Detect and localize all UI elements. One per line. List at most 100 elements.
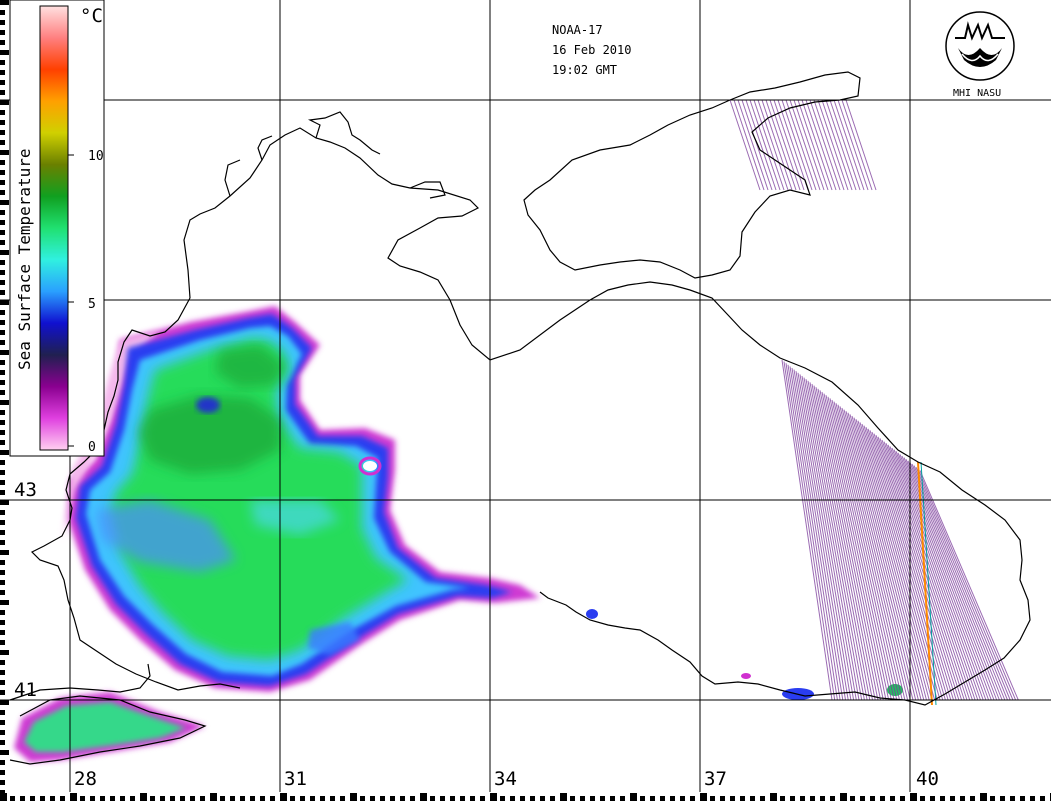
bottom-ruler-tick [390, 796, 395, 801]
swath-stripe [829, 398, 898, 701]
left-ruler-tick [0, 110, 5, 115]
left-ruler-tick [0, 620, 5, 625]
sst-dark-green-patch-2 [215, 345, 285, 388]
bottom-ruler-tick [480, 796, 485, 801]
left-ruler-tick [0, 310, 5, 315]
swath-stripe [839, 406, 911, 701]
left-ruler-tick [0, 660, 5, 665]
swath-stripe [823, 393, 890, 701]
bottom-ruler-tick [200, 796, 205, 801]
left-ruler-tick [0, 740, 5, 745]
bottom-ruler-tick [550, 796, 555, 801]
left-ruler-tick [0, 500, 9, 505]
bottom-ruler-tick [150, 796, 155, 801]
left-ruler-tick [0, 430, 5, 435]
left-ruler-tick [0, 330, 5, 335]
left-ruler-tick [0, 100, 9, 105]
left-ruler-tick [0, 280, 5, 285]
swath-stripe [879, 438, 965, 701]
swath-stripe-north [797, 99, 829, 191]
bottom-ruler-tick [580, 796, 585, 801]
swath-stripe-north [845, 99, 877, 191]
bottom-ruler-tick [610, 796, 615, 801]
bottom-ruler-tick [330, 796, 335, 801]
swath-stripe [915, 467, 1014, 701]
left-ruler-tick [0, 350, 9, 355]
left-ruler-tick [0, 0, 9, 5]
bottom-ruler-tick [50, 796, 55, 801]
swath-stripe [805, 379, 865, 701]
swath-stripe [813, 385, 876, 701]
swath-stripe [815, 387, 879, 701]
swath-stripe-north [729, 99, 761, 191]
swath-stripe [843, 409, 917, 701]
left-ruler-tick [0, 320, 5, 325]
swath-stripe-north [761, 99, 793, 191]
bottom-ruler-tick [190, 796, 195, 801]
bottom-ruler-tick [740, 796, 745, 801]
swath-stripe [889, 446, 979, 701]
left-ruler-tick [0, 360, 5, 365]
left-ruler-tick [0, 680, 5, 685]
lat-label-43: 43 [14, 479, 37, 501]
left-ruler-tick [0, 120, 5, 125]
swath-edge-line-2 [920, 461, 937, 706]
left-ruler-tick [0, 570, 5, 575]
swath-stripe [793, 369, 849, 701]
swath-stripe [901, 455, 995, 701]
left-ruler-tick [0, 380, 5, 385]
bottom-ruler-tick [830, 796, 835, 801]
swath-stripe [841, 407, 914, 701]
left-ruler-tick [0, 530, 5, 535]
bottom-ruler-tick [730, 796, 735, 801]
swath-stripe-north [837, 99, 869, 191]
coastline-crimea-inner [409, 181, 446, 199]
bottom-ruler-tick [460, 796, 465, 801]
left-ruler-tick [0, 520, 5, 525]
left-ruler-tick [0, 130, 5, 135]
swath-stripe [851, 415, 927, 701]
swath-stripe [833, 401, 903, 701]
lon-label-37: 37 [704, 768, 727, 790]
left-ruler-tick [0, 240, 5, 245]
swath-stripe [799, 374, 857, 701]
swath-stripe [873, 433, 957, 701]
coastline-bug [224, 159, 241, 197]
left-ruler-tick [0, 780, 5, 785]
bottom-ruler-tick [220, 796, 225, 801]
bottom-ruler-tick [810, 796, 815, 801]
left-ruler-tick [0, 750, 9, 755]
left-ruler-tick [0, 760, 5, 765]
left-ruler-tick [0, 670, 5, 675]
swath-stripe [811, 383, 873, 701]
bottom-ruler-tick [410, 796, 415, 801]
left-ruler-tick [0, 50, 9, 55]
coastline-marmara [9, 695, 207, 765]
bottom-ruler-tick [320, 796, 325, 801]
bottom-ruler-tick [930, 796, 935, 801]
sst-dark-green-patch [138, 395, 282, 474]
bottom-ruler-tick [230, 796, 235, 801]
bottom-ruler-tick [770, 793, 777, 801]
left-ruler-tick [0, 490, 5, 495]
swath-stripe [831, 399, 900, 701]
left-ruler-tick [0, 710, 5, 715]
bottom-ruler-tick [750, 796, 755, 801]
bottom-ruler-tick [260, 796, 265, 801]
left-ruler-tick [0, 450, 9, 455]
bottom-ruler-tick [970, 796, 975, 801]
bottom-tick-ruler [0, 793, 1051, 801]
colorbar-tick-5: 5 [88, 297, 96, 312]
swath-stripe [797, 372, 855, 701]
bottom-ruler-tick [350, 793, 357, 801]
bottom-ruler-tick [120, 796, 125, 801]
coastline-main [183, 127, 1031, 706]
left-ruler-tick [0, 580, 5, 585]
left-ruler-tick [0, 170, 5, 175]
left-ruler-tick [0, 540, 5, 545]
swath-stripe [837, 404, 909, 701]
bottom-ruler-tick [440, 796, 445, 801]
swath-stripe [891, 447, 981, 701]
sst-blue-spot-south [308, 622, 360, 655]
